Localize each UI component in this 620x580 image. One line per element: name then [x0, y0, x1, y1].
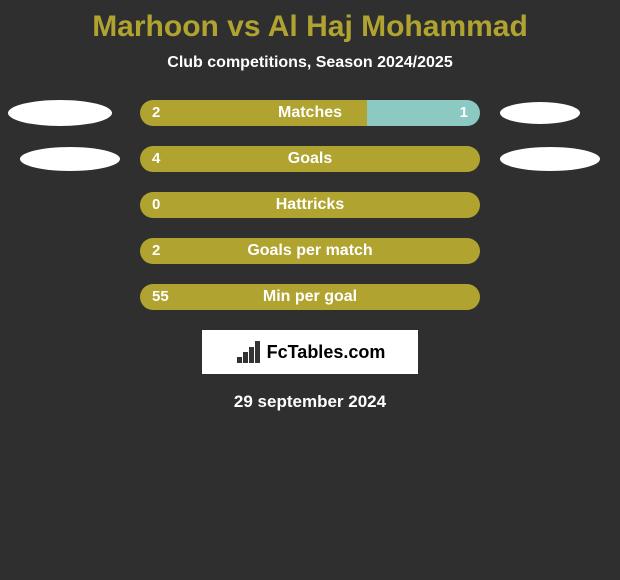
stat-row: 0Hattricks: [0, 192, 620, 218]
bar-track: [140, 192, 480, 218]
page-title: Marhoon vs Al Haj Mohammad: [0, 0, 620, 44]
bar-left: [140, 100, 367, 126]
value-left: 0: [152, 192, 160, 218]
bar-chart-icon: [235, 340, 263, 364]
brand-box: FcTables.com: [202, 330, 418, 374]
left-ellipse: [20, 147, 120, 171]
right-ellipse: [500, 102, 580, 124]
date-line: 29 september 2024: [0, 392, 620, 412]
stat-row: 2Goals per match: [0, 238, 620, 264]
comparison-infographic: Marhoon vs Al Haj Mohammad Club competit…: [0, 0, 620, 580]
value-left: 2: [152, 238, 160, 264]
page-subtitle: Club competitions, Season 2024/2025: [0, 54, 620, 72]
bar-track: [140, 146, 480, 172]
bar-left: [140, 192, 480, 218]
brand-inner: FcTables.com: [235, 340, 386, 364]
stat-row: 4Goals: [0, 146, 620, 172]
bar-track: [140, 284, 480, 310]
left-ellipse: [8, 100, 112, 126]
bar-left: [140, 238, 480, 264]
value-left: 55: [152, 284, 169, 310]
stat-row: 21Matches: [0, 100, 620, 126]
chart-area: 21Matches4Goals0Hattricks2Goals per matc…: [0, 100, 620, 310]
right-ellipse: [500, 147, 600, 171]
bar-track: [140, 100, 480, 126]
stat-row: 55Min per goal: [0, 284, 620, 310]
brand-text: FcTables.com: [267, 342, 386, 363]
value-left: 2: [152, 100, 160, 126]
value-left: 4: [152, 146, 160, 172]
value-right: 1: [460, 100, 468, 126]
bar-left: [140, 146, 480, 172]
bar-left: [140, 284, 480, 310]
bar-track: [140, 238, 480, 264]
